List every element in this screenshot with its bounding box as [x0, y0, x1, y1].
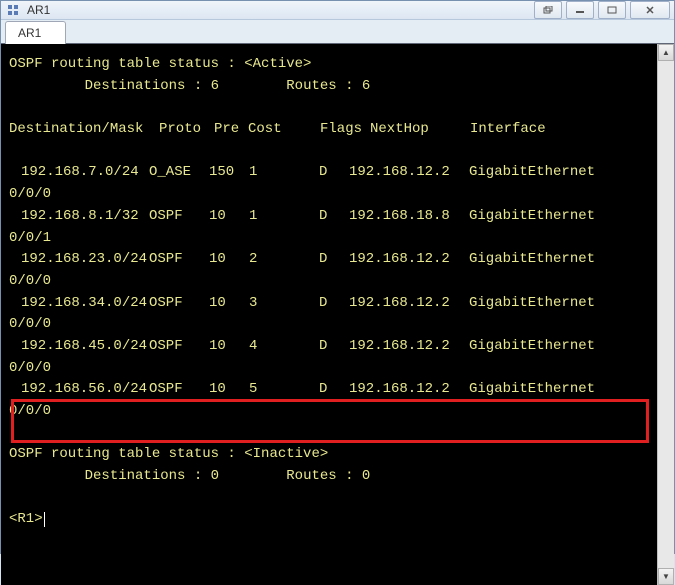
route-wrap: 0/0/0: [9, 271, 655, 293]
route-wrap: 0/0/0: [9, 401, 655, 423]
hdr-dest: Destination/Mask: [9, 119, 159, 141]
route-wrap: 0/0/0: [9, 184, 655, 206]
scroll-down-button[interactable]: ▼: [658, 568, 674, 585]
tab-bar: AR1: [1, 20, 674, 44]
route-table: 192.168.7.0/24O_ASE1501D192.168.12.2Giga…: [9, 162, 655, 422]
app-window: AR1 AR1 OSPF routing table status : <Act…: [0, 0, 675, 554]
hdr-proto: Proto: [159, 119, 214, 141]
column-header: Destination/MaskProtoPreCostFlagsNextHop…: [9, 119, 655, 141]
route-row: 192.168.7.0/24O_ASE1501D192.168.12.2Giga…: [9, 162, 655, 184]
terminal[interactable]: OSPF routing table status : <Active> Des…: [1, 44, 657, 585]
route-wrap: 0/0/1: [9, 228, 655, 250]
window-buttons: [534, 1, 670, 19]
route-row: 192.168.45.0/24OSPF104D192.168.12.2Gigab…: [9, 336, 655, 358]
status-line-inactive: OSPF routing table status : <Inactive>: [9, 444, 655, 466]
minimize-button[interactable]: [566, 1, 594, 19]
status-counts-inactive: Destinations : 0 Routes : 0: [9, 466, 655, 488]
status-counts-active: Destinations : 6 Routes : 6: [9, 76, 655, 98]
status-line-active: OSPF routing table status : <Active>: [9, 54, 655, 76]
window-title: AR1: [27, 3, 534, 17]
hdr-nexthop: NextHop: [370, 119, 470, 141]
route-row: 192.168.34.0/24OSPF103D192.168.12.2Gigab…: [9, 293, 655, 315]
close-button[interactable]: [630, 1, 670, 19]
prompt: <R1>: [9, 511, 43, 527]
cursor: [44, 512, 45, 527]
tab-ar1[interactable]: AR1: [5, 21, 66, 44]
hdr-iface: Interface: [470, 119, 655, 141]
scrollbar[interactable]: ▲ ▼: [657, 44, 674, 585]
app-icon: [5, 2, 21, 18]
scroll-track[interactable]: [658, 61, 674, 568]
scroll-up-button[interactable]: ▲: [658, 44, 674, 61]
hdr-flags: Flags: [320, 119, 370, 141]
titlebar[interactable]: AR1: [1, 1, 674, 20]
route-wrap: 0/0/0: [9, 358, 655, 380]
route-wrap: 0/0/0: [9, 314, 655, 336]
maximize-button[interactable]: [598, 1, 626, 19]
route-row: 192.168.23.0/24OSPF102D192.168.12.2Gigab…: [9, 249, 655, 271]
restore-button[interactable]: [534, 1, 562, 19]
hdr-cost: Cost: [248, 119, 320, 141]
route-row: 192.168.8.1/32OSPF101D192.168.18.8Gigabi…: [9, 206, 655, 228]
terminal-container: OSPF routing table status : <Active> Des…: [1, 44, 674, 585]
hdr-pre: Pre: [214, 119, 248, 141]
route-row: 192.168.56.0/24OSPF105D192.168.12.2Gigab…: [9, 379, 655, 401]
